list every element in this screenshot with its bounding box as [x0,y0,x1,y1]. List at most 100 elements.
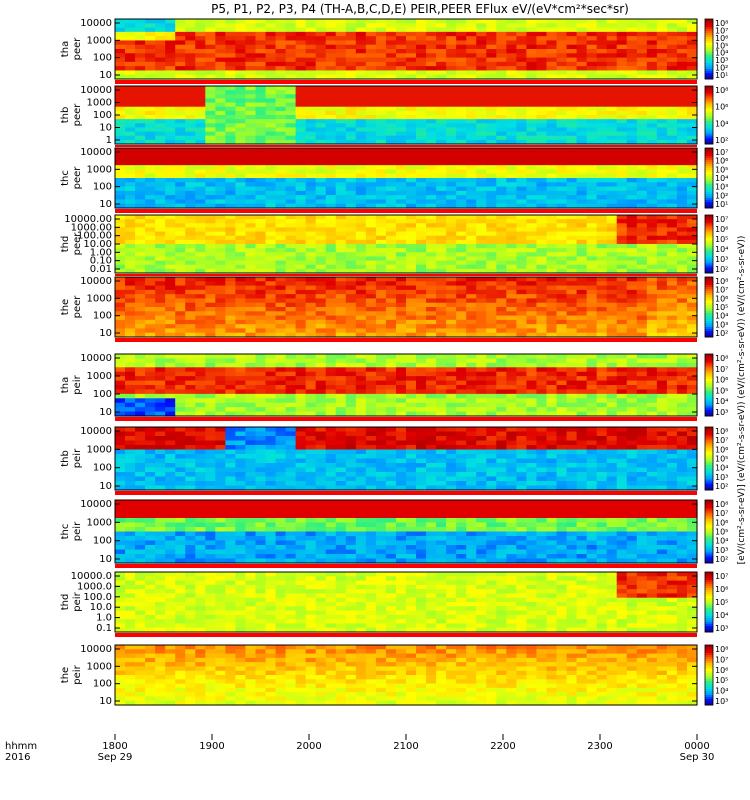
ytick-label: 1000.00 [71,222,112,233]
panel-thc-peer: 10000 1000 100 10 thc peer 10⁷10⁶10⁵10⁴10³10²1… [60,147,728,213]
ytick-label: 10000 [80,85,112,96]
panel-probe-label: thd [60,236,71,253]
ytick-label: 10 [99,70,112,81]
ytick-label: 10000 [80,147,112,158]
ytick-label: 10.00 [83,239,112,250]
panel-the-peer: 10000 1000 100 10 the peer 10⁸10⁷10⁶10⁵10⁴10³1… [60,276,728,342]
panel-thb-peir: 10000 1000 100 10 thb peir 10⁸10⁷10⁶10⁵10⁴10³1… [60,426,728,495]
colorbar-tick-label: 10⁸ [715,19,728,28]
ytick-label: 10000.0 [71,571,112,582]
colorbar-tick-label: 10⁴ [715,312,728,321]
colorbar-tick-label: 10³ [715,183,728,192]
mode-bar [115,564,697,568]
time-axis: 1800 1900 2000 2100 2200 2300 0000 Sep 29 Sep 30 [98,734,715,763]
ytick-label: 10 [99,407,112,418]
mode-bar [115,274,697,276]
panel-type-label: peer [72,295,83,319]
colorbar-tick-label: 10¹ [715,71,728,80]
colorbar-tick-label: 10³ [715,546,728,555]
xtick-label: 2200 [490,741,515,752]
ytick-label: 1000 [87,293,112,304]
ytick-label: 1000 [87,371,112,382]
xtick-label: 0000 [684,741,709,752]
date-label-end: Sep 30 [680,752,715,763]
colorbar-tick-label: 10² [715,482,728,491]
ytick-label: 10000 [80,18,112,29]
panel-probe-label: the [60,299,71,315]
ytick-label: 100.0 [83,592,112,603]
ytick-label: 100.00 [77,231,112,242]
colorbar-tick-label: 10⁴ [715,397,728,406]
ytick-label: 10000 [80,353,112,364]
xtick-label: 1900 [199,741,224,752]
panel-type-label: peir [72,374,83,394]
colorbar-tick-label: 10⁷ [715,655,728,664]
ytick-label: 10000.00 [64,214,112,225]
ytick-label: 10 [99,481,112,492]
colorbar-tick-label: 10⁸ [715,277,728,286]
colorbar-tick-label: 10⁸ [715,427,728,436]
colorbar-tick-label: 10⁵ [715,598,728,607]
mode-bar [115,145,697,147]
colorbar-tick-label: 10⁶ [715,34,728,43]
colorbar-tick-label: 10⁴ [715,687,728,696]
colorbar-tick-label: 10⁶ [715,103,728,112]
ytick-label: 1.00 [90,247,112,258]
ytick-label: 100 [93,110,112,121]
panel-thc-peir: 10000 1000 100 10 thc peir 10⁸10⁷10⁶10⁵10⁴10³1… [60,499,728,568]
colorbar-tick-label: 10³ [715,255,728,264]
colorbar-tick-label: 10⁴ [715,49,728,58]
colorbar-tick-label: 10⁵ [715,303,728,312]
figure-title: P5, P1, P2, P3, P4 (TH-A,B,C,D,E) PEIR,P… [211,2,629,16]
ytick-label: 10000 [80,499,112,510]
ytick-label: 10000 [80,426,112,437]
date-label-start: Sep 29 [98,752,133,763]
mode-bar [115,633,697,637]
panel-probe-label: tha [60,41,71,57]
ytick-label: 100 [93,389,112,400]
ytick-label: 100 [93,536,112,547]
ytick-label: 1000 [87,164,112,175]
ytick-label: 1000 [87,98,112,109]
colorbar-tick-label: 10⁵ [715,386,728,395]
colorbar-tick-label: 10⁵ [715,676,728,685]
colorbar-tick-label: 10¹ [715,200,728,209]
colorbar-tick-label: 10⁵ [715,165,728,174]
ytick-label: 1000 [87,517,112,528]
colorbar-tick-label: 10⁸ [715,354,728,363]
colorbar-tick-label: 10⁵ [715,41,728,50]
colorbar-tick-label: 10⁴ [715,119,728,128]
colorbar-tick-label: 10⁵ [715,235,728,244]
ytick-label: 1000 [87,35,112,46]
colorbar-tick-label: 10⁷ [715,215,728,224]
mode-bar [115,338,697,342]
panel-type-label: peer [72,166,83,190]
panel-type-label: peir [72,448,83,468]
colorbar-tick-label: 10⁷ [715,436,728,445]
colorbar-tick-label: 10² [715,136,728,145]
ytick-label: 10 [99,696,112,707]
mode-bar [115,417,697,421]
panel-probe-label: thd [60,594,71,611]
ytick-label: 0.01 [90,264,112,275]
colorbar-tick-label: 10⁵ [715,528,728,537]
panel-type-label: peer [72,37,83,61]
xtick-label: 1800 [102,741,127,752]
panel-probe-label: thc [60,524,71,540]
colorbar-tick-label: 10³ [715,408,728,417]
colorbar-tick-label: 10⁴ [715,611,728,620]
ytick-label: 10000 [80,276,112,287]
colorbar-tick-label: 10⁸ [715,645,728,654]
ytick-label: 1000.0 [77,581,112,592]
ytick-label: 10 [99,554,112,565]
colorbar-tick-label: 10⁴ [715,174,728,183]
colorbar-tick-label: 10⁵ [715,455,728,464]
colorbar-tick-label: 10² [715,191,728,200]
colorbar-tick-label: 10³ [715,56,728,65]
colorbar-tick-label: 10⁶ [715,666,728,675]
ytick-label: 1 [106,135,112,146]
xtick-label: 2000 [296,741,321,752]
